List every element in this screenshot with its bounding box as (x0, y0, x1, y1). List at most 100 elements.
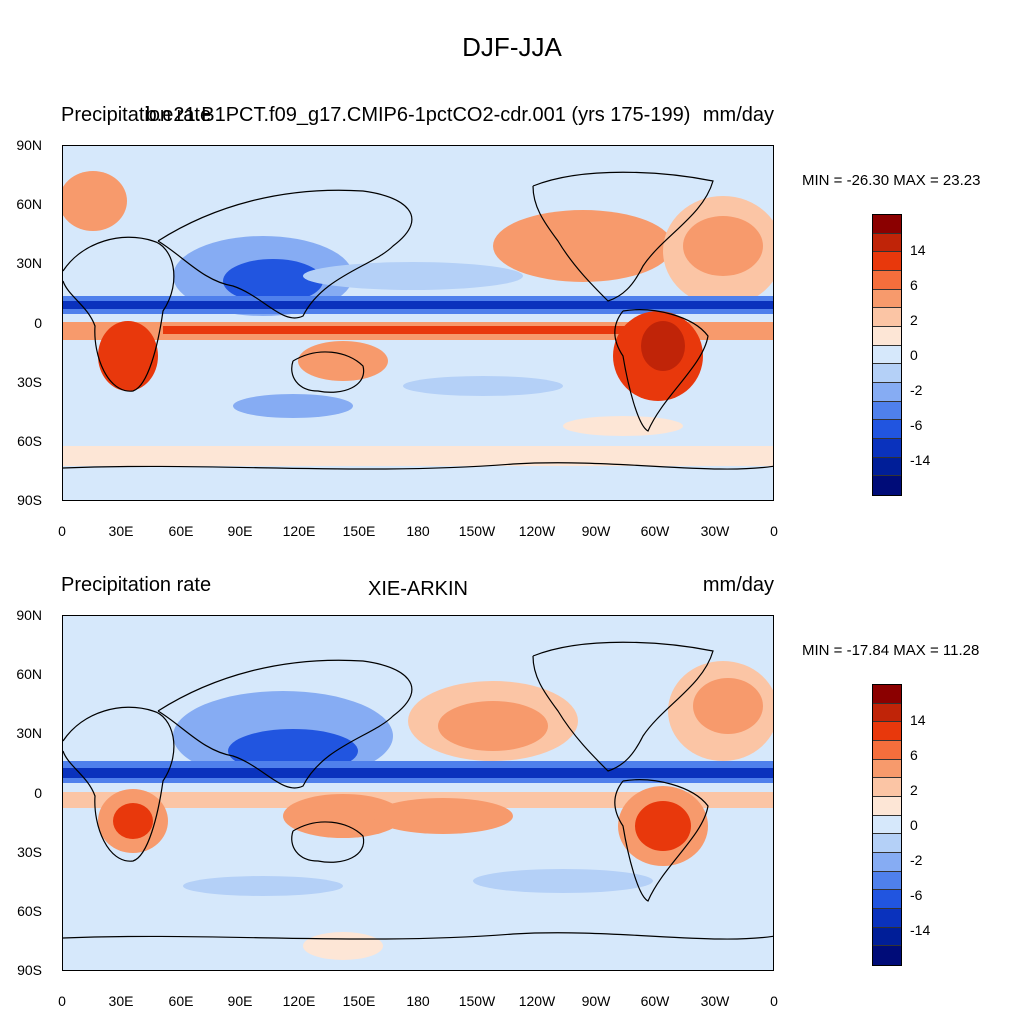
map-canvas (63, 616, 773, 970)
colorbar-swatch (873, 289, 901, 309)
precip-map (62, 145, 774, 501)
lat-label: 60N (16, 666, 42, 682)
colorbar-label: 0 (910, 817, 918, 833)
lon-label: 0 (770, 993, 778, 1009)
colorbar-swatch (873, 364, 901, 383)
lon-label: 120E (282, 523, 316, 539)
colorbar-label: 2 (910, 782, 918, 798)
lat-label: 0 (34, 315, 42, 331)
colorbar-swatch (873, 778, 901, 797)
lon-label: 180 (406, 523, 430, 539)
lon-label: 90E (227, 993, 253, 1009)
panel-left-label: Precipitation rate (61, 574, 212, 596)
colorbar-swatch (873, 927, 901, 947)
colorbar-swatch (873, 834, 901, 853)
panel-center-label: XIE-ARKIN (367, 578, 469, 600)
lat-label: 30S (17, 374, 42, 390)
minmax-label: MIN = -17.84 MAX = 11.28 (802, 642, 980, 659)
colorbar-swatch (873, 308, 901, 327)
colorbar-swatch (873, 722, 901, 741)
lon-label: 60W (640, 523, 670, 539)
colorbar-label: 14 (910, 242, 926, 258)
lon-label: 150E (342, 993, 376, 1009)
map-canvas (63, 146, 773, 500)
lat-label: 60N (16, 196, 42, 212)
colorbar-swatch (873, 270, 901, 290)
colorbar-swatch (873, 476, 901, 495)
colorbar-swatch (873, 457, 901, 477)
colorbar-swatch (873, 382, 901, 402)
precip-map (62, 615, 774, 971)
lon-label: 30W (700, 523, 730, 539)
lon-label: 150W (458, 993, 496, 1009)
lon-label: 0 (58, 523, 66, 539)
lat-label: 30N (16, 725, 42, 741)
panel-model: Precipitation rate b.e21.B1PCT.f09_g17.C… (0, 0, 1024, 539)
lat-label: 90N (16, 137, 42, 153)
lat-label: 90S (17, 492, 42, 508)
lon-label: 90W (581, 523, 611, 539)
minmax-label: MIN = -26.30 MAX = 23.23 (802, 172, 981, 189)
colorbar-swatch (873, 852, 901, 872)
lat-label: 60S (17, 903, 42, 919)
panel-units-label: mm/day (702, 104, 774, 126)
colorbar-swatch (873, 420, 901, 439)
lon-label: 30E (108, 993, 134, 1009)
colorbar-swatch (873, 401, 901, 421)
colorbar-label: -6 (910, 417, 923, 433)
lat-label: 90S (17, 962, 42, 978)
lon-label: 30W (700, 993, 730, 1009)
colorbar-label: 0 (910, 347, 918, 363)
lon-label: 60W (640, 993, 670, 1009)
panel-center-label: b.e21.B1PCT.f09_g17.CMIP6-1pctCO2-cdr.00… (145, 104, 691, 126)
lat-label: 0 (34, 785, 42, 801)
colorbar-swatch (873, 871, 901, 891)
colorbar-swatch (873, 215, 901, 234)
colorbar-swatch (873, 908, 901, 928)
lon-label: 0 (770, 523, 778, 539)
colorbar-label: -14 (910, 452, 931, 468)
colorbar-label: 6 (910, 277, 918, 293)
colorbar-swatch (873, 890, 901, 909)
lon-label: 120E (282, 993, 316, 1009)
panel-obs: Precipitation rate XIE-ARKIN mm/day (0, 470, 1024, 1009)
lat-label: 30N (16, 255, 42, 271)
lat-label: 90N (16, 607, 42, 623)
colorbar-label: -14 (910, 922, 931, 938)
lon-label: 90W (581, 993, 611, 1009)
colorbar-label: -6 (910, 887, 923, 903)
colorbar-swatch (873, 759, 901, 779)
lon-label: 150E (342, 523, 376, 539)
lon-label: 120W (518, 993, 556, 1009)
colorbar (872, 214, 902, 496)
colorbar (872, 684, 902, 966)
colorbar-swatch (873, 345, 901, 365)
panel-units-label: mm/day (702, 574, 774, 596)
lon-label: 120W (518, 523, 556, 539)
colorbar-swatch (873, 796, 901, 816)
colorbar-swatch (873, 946, 901, 965)
lat-label: 60S (17, 433, 42, 449)
colorbar-label: -2 (910, 382, 923, 398)
colorbar-label: 2 (910, 312, 918, 328)
lat-label: 30S (17, 844, 42, 860)
lon-label: 30E (108, 523, 134, 539)
colorbar-swatch (873, 252, 901, 271)
colorbar-swatch (873, 685, 901, 704)
colorbar-swatch (873, 326, 901, 346)
lon-label: 180 (406, 993, 430, 1009)
colorbar-swatch (873, 438, 901, 458)
colorbar-swatch (873, 815, 901, 835)
colorbar-swatch (873, 703, 901, 723)
lon-label: 150W (458, 523, 496, 539)
figure-title: DJF-JJA (462, 32, 562, 62)
colorbar-label: -2 (910, 852, 923, 868)
lon-label: 90E (227, 523, 253, 539)
lon-label: 60E (168, 993, 194, 1009)
colorbar-swatch (873, 233, 901, 253)
colorbar-label: 6 (910, 747, 918, 763)
panel-left-label: Precipitation rate (61, 104, 212, 126)
colorbar-label: 14 (910, 712, 926, 728)
colorbar-swatch (873, 740, 901, 760)
lon-label: 0 (58, 993, 66, 1009)
